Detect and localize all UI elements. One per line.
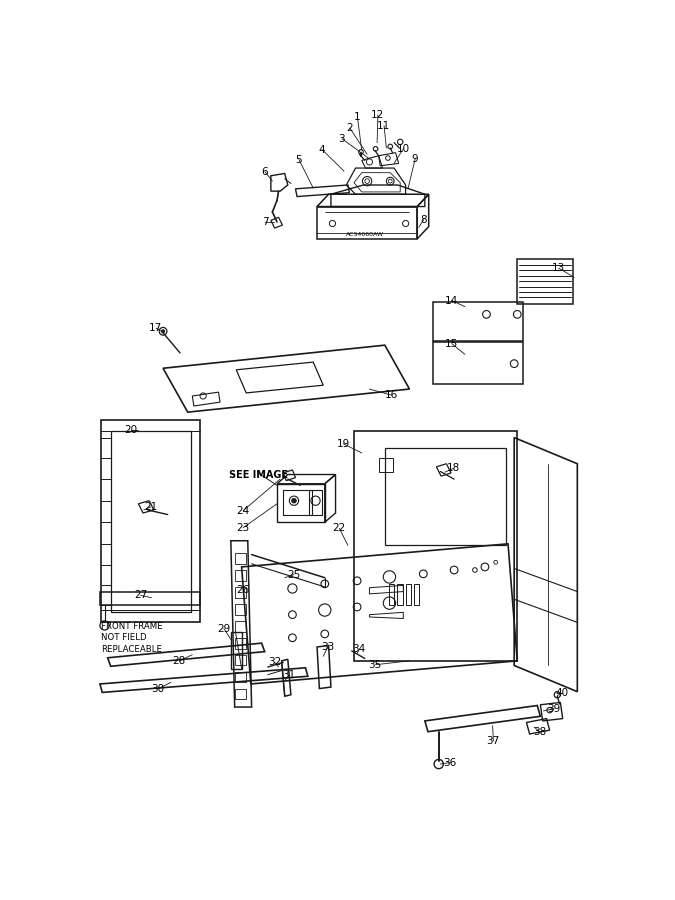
Text: 14: 14 bbox=[445, 295, 458, 305]
Text: 25: 25 bbox=[287, 570, 300, 580]
Text: 24: 24 bbox=[236, 506, 250, 516]
Bar bbox=[284, 490, 313, 515]
Text: 39: 39 bbox=[547, 704, 560, 714]
Text: FRONT FRAME
NOT FIELD
REPLACEABLE: FRONT FRAME NOT FIELD REPLACEABLE bbox=[101, 623, 163, 653]
Text: 17: 17 bbox=[149, 323, 163, 333]
Text: 7: 7 bbox=[262, 217, 268, 227]
Bar bbox=[389, 584, 394, 606]
Bar bbox=[235, 554, 246, 563]
Text: 16: 16 bbox=[385, 391, 398, 401]
Bar bbox=[406, 584, 411, 606]
Text: 37: 37 bbox=[487, 736, 499, 746]
Text: 10: 10 bbox=[396, 144, 410, 154]
Text: ACS4660AW: ACS4660AW bbox=[346, 232, 384, 237]
Text: 4: 4 bbox=[319, 145, 325, 155]
Text: 21: 21 bbox=[144, 502, 157, 512]
Text: 35: 35 bbox=[369, 660, 382, 670]
Bar bbox=[235, 638, 246, 649]
Text: 33: 33 bbox=[321, 642, 334, 652]
Circle shape bbox=[292, 499, 296, 503]
Bar bbox=[231, 632, 242, 669]
Text: 20: 20 bbox=[125, 425, 138, 435]
Text: 1: 1 bbox=[354, 112, 360, 122]
Text: 32: 32 bbox=[268, 657, 281, 668]
Bar bbox=[235, 671, 246, 682]
Text: 34: 34 bbox=[352, 644, 366, 654]
Bar bbox=[235, 604, 246, 615]
Text: 19: 19 bbox=[336, 438, 350, 449]
Circle shape bbox=[161, 329, 165, 333]
Bar bbox=[235, 587, 246, 598]
Text: 6: 6 bbox=[262, 166, 268, 177]
Text: 12: 12 bbox=[371, 110, 384, 120]
Text: 36: 36 bbox=[443, 758, 456, 768]
Text: 30: 30 bbox=[151, 684, 165, 694]
Text: SEE IMAGE: SEE IMAGE bbox=[230, 470, 288, 480]
Text: 23: 23 bbox=[236, 523, 250, 533]
Bar bbox=[414, 584, 419, 606]
Bar bbox=[379, 458, 393, 473]
Text: 11: 11 bbox=[377, 121, 390, 130]
Text: 2: 2 bbox=[346, 123, 353, 133]
Bar bbox=[235, 621, 246, 632]
Text: 5: 5 bbox=[296, 155, 302, 165]
Text: 13: 13 bbox=[552, 263, 565, 274]
Text: 38: 38 bbox=[533, 726, 546, 737]
Text: 22: 22 bbox=[333, 524, 346, 534]
Text: 8: 8 bbox=[421, 214, 427, 225]
Text: 18: 18 bbox=[446, 464, 460, 473]
Bar bbox=[235, 570, 246, 580]
Text: 15: 15 bbox=[445, 338, 458, 348]
Text: 26: 26 bbox=[236, 585, 250, 595]
Text: 27: 27 bbox=[134, 590, 147, 600]
Bar bbox=[235, 654, 246, 665]
Text: 29: 29 bbox=[217, 624, 230, 634]
Text: 31: 31 bbox=[282, 670, 296, 680]
Text: 9: 9 bbox=[412, 154, 418, 164]
Text: 3: 3 bbox=[339, 134, 345, 144]
Bar bbox=[235, 688, 246, 699]
Text: 28: 28 bbox=[172, 656, 186, 666]
Bar bbox=[517, 259, 572, 303]
Text: 40: 40 bbox=[556, 688, 569, 698]
Bar bbox=[397, 584, 402, 606]
